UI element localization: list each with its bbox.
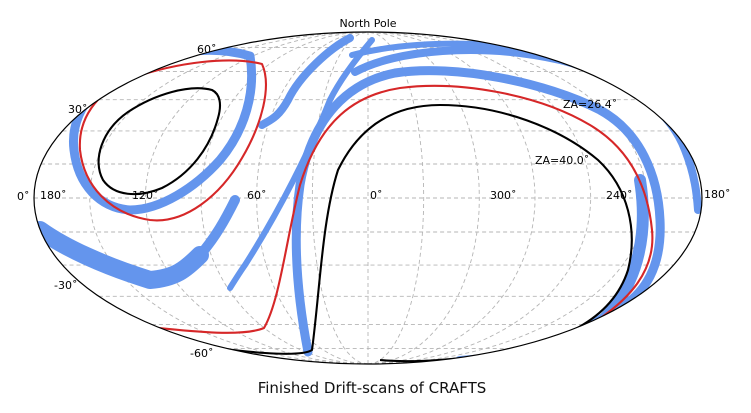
lon-label-240: 240˚ [606, 189, 633, 202]
lon-label-120: 120˚ [132, 189, 159, 202]
scan-band-diagonal-1 [258, 34, 354, 129]
north-pole-label: North Pole [339, 17, 396, 30]
scan-band-left-wide [195, 195, 240, 260]
graticule-meridian [256, 32, 369, 364]
graticule-meridian [89, 32, 369, 364]
lon-label-300: 300˚ [490, 189, 517, 202]
graticule-meridian [367, 32, 647, 364]
lon-label-180-right: 180˚ [704, 188, 731, 201]
scan-band-left-lower [34, 221, 209, 289]
graticule-meridian [144, 32, 369, 364]
sky-boundary [33, 31, 703, 365]
lat-label-minus30: -30˚ [54, 279, 77, 292]
za-label-red: ZA=26.4˚ [563, 98, 617, 111]
graticule [34, 32, 702, 364]
lon-label-60: 60˚ [247, 189, 267, 202]
graticule-meridian [367, 32, 480, 364]
lat-label-minus60: -60˚ [190, 347, 213, 360]
scan-band-diagonal-3 [327, 37, 375, 103]
lat-label-30: 30˚ [68, 103, 88, 116]
lon-label-0: 0˚ [370, 189, 383, 202]
za-label-black: ZA=40.0˚ [535, 154, 589, 167]
lat-label-60: 60˚ [197, 43, 217, 56]
za-contour-black-left [97, 87, 222, 196]
scan-band-right-lower [454, 174, 649, 364]
graticule-meridian [200, 32, 369, 364]
graticule-meridian [367, 32, 536, 364]
scan-band-big-arc [291, 66, 665, 357]
figure-title: Finished Drift-scans of CRAFTS [258, 379, 487, 397]
lon-label-180-left: 180˚ [40, 189, 67, 202]
graticule-meridian [367, 32, 592, 364]
lat-label-0: 0˚ [17, 190, 30, 203]
graticule-meridian [367, 32, 425, 364]
za-contour-black-right [189, 103, 633, 363]
scan-band-loop [69, 45, 257, 215]
graticule-meridian [311, 32, 369, 364]
za-contour-red-right [137, 84, 654, 334]
